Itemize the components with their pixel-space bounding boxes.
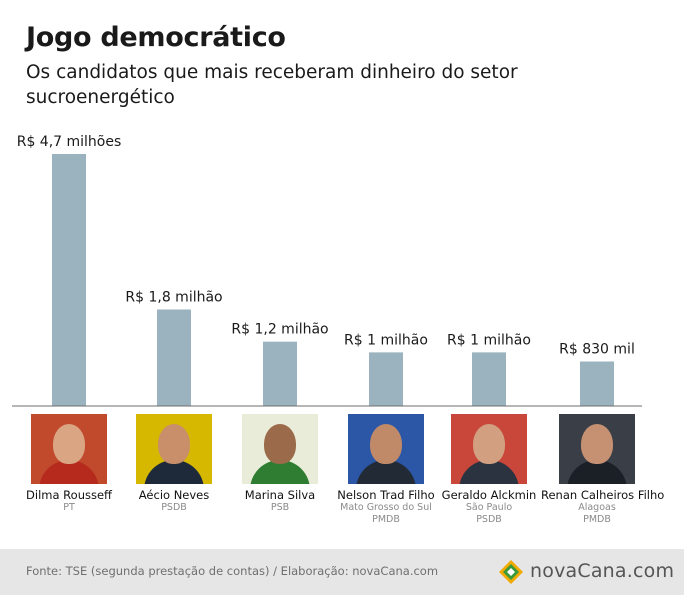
candidate-detail: Mato Grosso do Sul	[340, 502, 432, 513]
candidate-detail: PSDB	[476, 514, 502, 525]
candidate-name: Dilma Rousseff	[26, 488, 112, 502]
renan-calheiros-filho-photo	[559, 414, 635, 484]
bar-value-label-2: R$ 1,8 milhão	[125, 289, 222, 305]
bar-value-label-4: R$ 1 milhão	[344, 332, 428, 348]
source-note: Fonte: TSE (segunda prestação de contas)…	[26, 564, 439, 578]
candidate-name: Marina Silva	[244, 488, 316, 502]
candidate-detail: PSB	[270, 502, 290, 513]
bar-2	[157, 309, 191, 406]
dilma-rousseff-photo	[31, 414, 107, 484]
candidate-detail: PSDB	[161, 502, 187, 513]
candidate-name: Geraldo Alckmin	[441, 488, 537, 502]
candidate-detail: PMDB	[583, 514, 611, 525]
candidate-name: Nelson Trad Filho	[337, 488, 435, 502]
bar-value-label-3: R$ 1,2 milhão	[231, 322, 328, 338]
candidate-card: Dilma Rousseff PT	[13, 414, 125, 514]
bar-4	[369, 352, 403, 406]
footer: Fonte: TSE (segunda prestação de contas)…	[0, 549, 684, 595]
bar-value-label-5: R$ 1 milhão	[447, 332, 531, 348]
nelson-trad-filho-photo	[348, 414, 424, 484]
bar-3	[263, 341, 297, 406]
novacana-diamond-icon	[499, 560, 523, 584]
candidate-card: Renan Calheiros Filho Alagoas PMDB	[541, 414, 665, 526]
bar-value-label-1: R$ 4,7 milhões	[17, 134, 122, 150]
aecio-neves-photo	[136, 414, 212, 484]
candidate-detail: Alagoas	[578, 502, 616, 513]
candidate-card: Aécio Neves PSDB	[118, 414, 230, 514]
novacana-logo[interactable]: novaCana.com	[498, 557, 674, 587]
chart-title: Jogo democrático	[26, 22, 286, 53]
candidate-card: Nelson Trad Filho Mato Grosso do Sul PMDB	[330, 414, 442, 526]
candidate-card: Marina Silva PSB	[224, 414, 336, 514]
candidate-detail: PT	[63, 502, 75, 513]
bar-6	[580, 361, 614, 406]
candidate-detail: PMDB	[372, 514, 400, 525]
bar-chart: R$ 4,7 milhões R$ 1,8 milhão R$ 1,2 milhão…	[12, 134, 642, 407]
logo-text: novaCana.com	[530, 560, 675, 582]
bar-1	[52, 154, 86, 406]
candidate-name: Renan Calheiros Filho	[541, 488, 665, 502]
candidate-name: Aécio Neves	[138, 488, 210, 502]
candidate-detail: São Paulo	[465, 502, 513, 513]
geraldo-alckmin-photo	[451, 414, 527, 484]
marina-silva-photo	[242, 414, 318, 484]
chart-subtitle: Os candidatos que mais receberam dinheir…	[26, 62, 518, 108]
bar-5	[472, 352, 506, 406]
candidate-card: Geraldo Alckmin São Paulo PSDB	[433, 414, 545, 526]
bar-value-label-6: R$ 830 mil	[559, 341, 635, 357]
